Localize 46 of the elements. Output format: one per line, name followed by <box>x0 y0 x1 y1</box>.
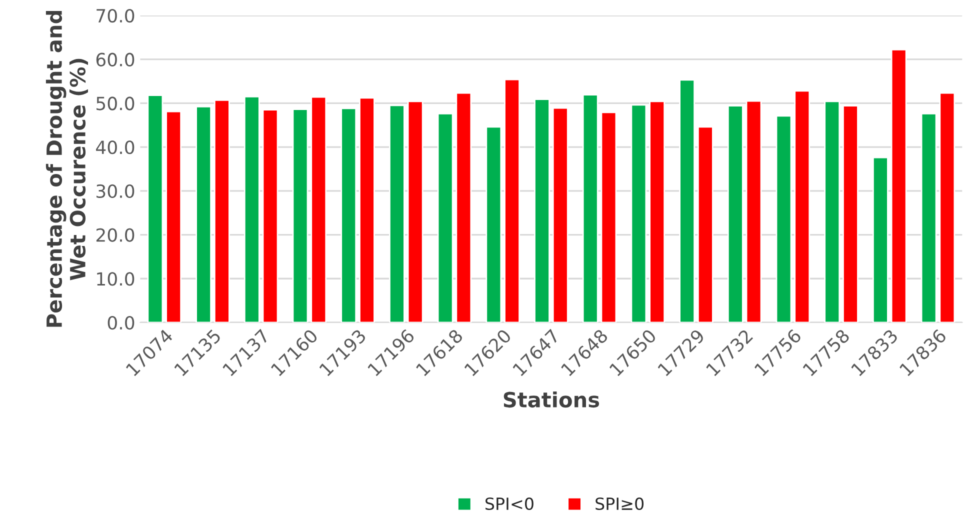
bar <box>310 96 327 322</box>
bar <box>824 100 840 322</box>
bar <box>552 107 568 322</box>
bar <box>776 115 792 322</box>
y-tick-label: 0.0 <box>108 316 134 330</box>
bar <box>600 112 617 322</box>
y-axis-title: Percentage of Drought and Wet Occurence (%) <box>46 11 88 327</box>
bar <box>166 110 182 322</box>
bar <box>630 104 647 322</box>
legend-label: SPI≥0 <box>596 497 644 510</box>
bar <box>437 113 454 322</box>
bar <box>504 78 520 322</box>
bar <box>649 100 666 322</box>
bar <box>920 113 937 322</box>
legend-label: SPI<0 <box>486 497 534 510</box>
bar <box>794 90 810 322</box>
bar <box>292 108 308 322</box>
bar <box>697 126 714 322</box>
y-tick-label: 40.0 <box>96 140 134 154</box>
bar <box>842 105 858 322</box>
bar <box>872 156 888 322</box>
bar <box>147 94 164 322</box>
bar <box>746 100 762 322</box>
x-axis-title: Stations <box>504 391 600 408</box>
y-tick-label: 50.0 <box>96 96 134 110</box>
bar <box>359 97 375 322</box>
bar <box>389 104 405 322</box>
bar <box>679 79 695 322</box>
y-tick-label: 60.0 <box>96 52 134 66</box>
bar <box>340 108 357 322</box>
bar <box>407 100 424 322</box>
y-tick-label: 70.0 <box>96 8 134 23</box>
y-tick-label: 20.0 <box>96 228 134 242</box>
bar <box>727 105 744 322</box>
bar <box>534 98 550 322</box>
y-tick-label: 30.0 <box>96 184 134 198</box>
bar <box>890 48 907 322</box>
bar <box>262 109 278 322</box>
bar <box>196 106 212 322</box>
bar <box>214 99 230 322</box>
bar <box>582 94 598 322</box>
bar <box>939 92 956 322</box>
bar <box>486 126 502 322</box>
bar <box>244 96 260 322</box>
bar <box>456 92 472 322</box>
y-tick-label: 10.0 <box>97 272 134 286</box>
